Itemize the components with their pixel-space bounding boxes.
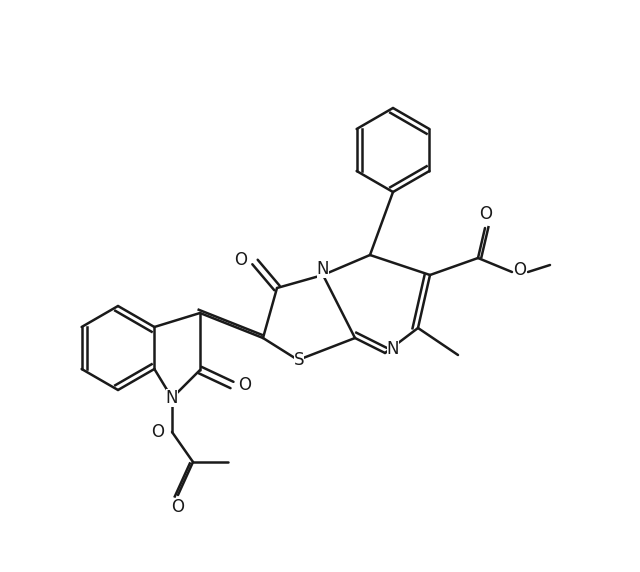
- Text: O: O: [239, 376, 252, 394]
- Text: O: O: [513, 261, 527, 279]
- Text: O: O: [479, 205, 493, 223]
- Text: N: N: [317, 260, 329, 278]
- Text: N: N: [387, 340, 399, 358]
- Text: N: N: [166, 389, 179, 407]
- Text: O: O: [234, 251, 248, 269]
- Text: S: S: [294, 351, 304, 369]
- Text: O: O: [172, 498, 184, 516]
- Text: O: O: [152, 423, 164, 441]
